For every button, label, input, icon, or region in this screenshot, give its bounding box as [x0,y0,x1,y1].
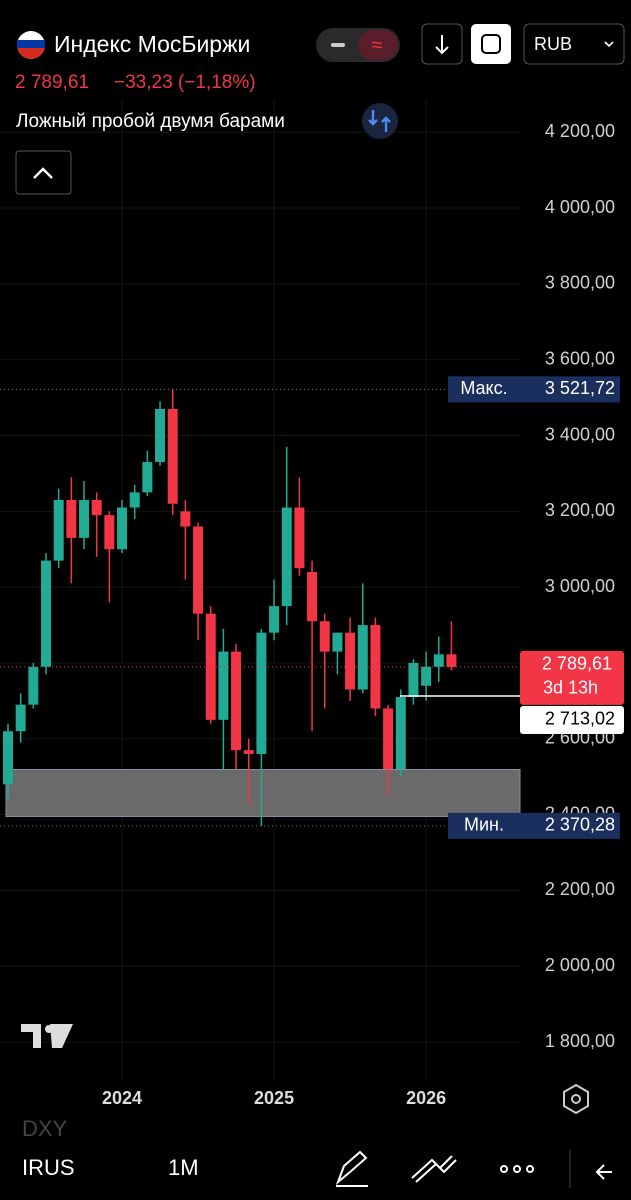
y-tick-label: 2 000,00 [545,955,615,975]
chevron [604,41,614,48]
y-tick-label: 3 200,00 [545,500,615,520]
overlay-symbol: DXY [22,1116,68,1141]
x-tick-label: 2026 [406,1088,446,1108]
indicator-icon[interactable] [362,103,398,139]
x-tick-label: 2024 [102,1088,142,1108]
candle-body [408,662,419,698]
download-icon [435,35,449,55]
settings-icon [571,1094,581,1104]
min_marker-name: Мин. [464,815,504,835]
currency: RUB [534,34,572,54]
y-tick-label: 2 200,00 [545,879,615,899]
collapse-button[interactable] [15,150,72,195]
y-tick-label: 3 400,00 [545,424,615,444]
refresh-button[interactable] [471,24,511,64]
max_marker-name: Макс. [460,378,507,398]
candle-body [307,571,318,622]
toolbar-symbol[interactable]: IRUS [22,1155,75,1180]
last-price-box [520,650,624,705]
candle-body [231,651,242,751]
tv-logo [45,1025,53,1033]
candle-body [91,499,102,516]
level-label: 2 713,02 [545,709,615,729]
candle-body [243,750,254,754]
countdown: 3d 13h [543,678,598,698]
candle-body [218,651,229,720]
download-button[interactable] [421,23,463,65]
symbol-title: Индекс МосБиржи [54,31,250,57]
candle-body [370,625,381,709]
toolbar-interval[interactable]: 1M [168,1155,199,1180]
candle-body [129,492,140,508]
y-tick-label: 3 800,00 [545,273,615,293]
candle-body [357,625,368,690]
candle-body [167,408,178,504]
candle-body [193,526,204,614]
candle-body [180,511,191,527]
toggle-icon [331,43,345,47]
last-price-label: 2 789,61 [542,654,612,674]
candle-body [66,499,77,538]
indicator-arrows [368,110,391,132]
candle-body [104,515,115,550]
y-tick-label: 3 600,00 [545,348,615,368]
y-tick-label: 4 000,00 [545,197,615,217]
candle-body [421,666,432,686]
candle-body [256,632,267,754]
y-tick-label: 4 200,00 [545,121,615,141]
candle-body [345,632,356,690]
candle-body [28,666,39,705]
candle-body [205,613,216,720]
candle-body [383,708,394,770]
price: 2 789,61 [15,72,89,93]
back-icon[interactable] [595,1164,612,1180]
candle-body [41,560,52,667]
candle-body [294,507,305,569]
tv-logo [21,1024,73,1048]
level-box [520,705,624,734]
flag-blue [17,40,45,48]
zone [5,769,521,818]
min_marker-value: 2 370,28 [545,815,615,835]
candle-body [15,704,26,732]
max_marker-value-box [520,376,620,403]
toolbar [0,1140,631,1200]
candle-body [3,731,13,785]
toggle-active[interactable] [358,30,398,60]
indicator-name: Ложный пробой двумя барами [16,111,285,132]
min_marker-value-box [520,812,620,839]
currency-select[interactable] [523,23,625,65]
candle-body [79,499,90,538]
more-icon[interactable] [500,1165,534,1173]
max_marker-name-box [448,376,520,403]
settings-icon[interactable] [563,1083,589,1115]
candle-body [155,408,166,463]
candle-body [395,697,406,770]
candle-body [269,606,280,633]
toggle-icon: ≈ [372,34,383,56]
candle-body [142,462,153,493]
y-tick-label: 3 000,00 [545,576,615,596]
candle-body [281,507,292,607]
candle-body [53,499,64,561]
draw-icon[interactable] [335,1150,368,1187]
flag-red [17,45,45,59]
lines-icon[interactable] [411,1155,457,1183]
candle-body [319,621,330,652]
x-tick-label: 2025 [254,1088,294,1108]
max_marker-value: 3 521,72 [545,378,615,398]
candle-body [332,632,343,652]
candle-body [446,654,457,667]
collapse-icon [33,167,53,179]
change: −33,23 (−1,18%) [114,72,256,93]
candle-body [433,654,444,667]
refresh-icon [481,34,501,54]
y-tick-label: 1 800,00 [545,1031,615,1051]
min_marker-name-box [448,812,520,839]
candle-body [117,507,128,550]
